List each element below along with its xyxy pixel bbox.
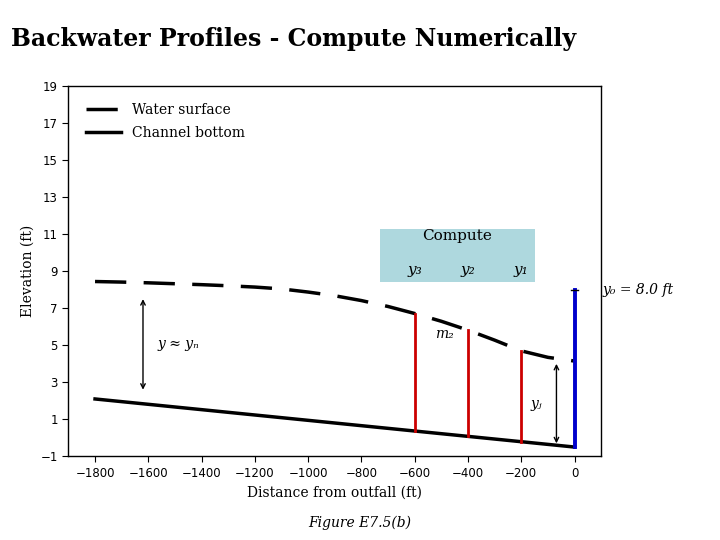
Text: Compute: Compute xyxy=(423,229,492,243)
Text: y₃: y₃ xyxy=(408,262,422,276)
Text: y₀ = 8.0 ft: y₀ = 8.0 ft xyxy=(603,283,674,297)
Text: Backwater Profiles - Compute Numerically: Backwater Profiles - Compute Numerically xyxy=(11,26,576,51)
Text: y₂: y₂ xyxy=(461,262,475,276)
Text: Figure E7.5(b): Figure E7.5(b) xyxy=(308,515,412,530)
Text: yⱼ: yⱼ xyxy=(531,396,542,410)
Y-axis label: Elevation (ft): Elevation (ft) xyxy=(21,225,35,318)
Text: m₂: m₂ xyxy=(435,327,454,341)
X-axis label: Distance from outfall (ft): Distance from outfall (ft) xyxy=(247,485,423,500)
Text: y ≈ yₙ: y ≈ yₙ xyxy=(158,338,199,352)
FancyBboxPatch shape xyxy=(380,229,534,282)
Legend: Water surface, Channel bottom: Water surface, Channel bottom xyxy=(81,97,251,146)
Text: y₁: y₁ xyxy=(514,262,528,276)
